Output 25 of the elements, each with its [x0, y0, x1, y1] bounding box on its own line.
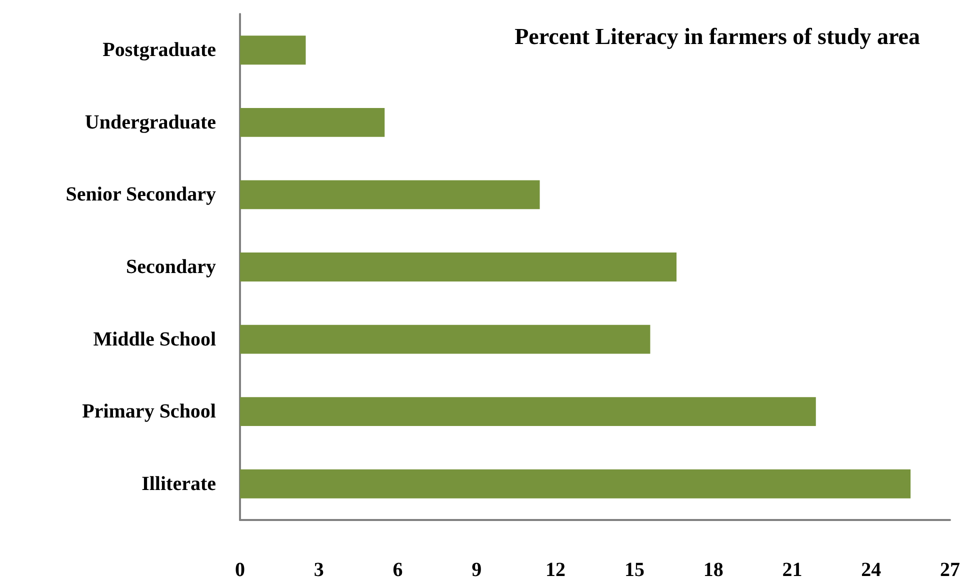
x-tick-label: 0 [235, 559, 245, 581]
x-tick-label: 9 [472, 559, 482, 581]
chart-title: Percent Literacy in farmers of study area [514, 24, 920, 49]
x-tick-label: 6 [392, 559, 403, 581]
y-tick-label: Undergraduate [84, 111, 216, 134]
bar [240, 469, 911, 498]
x-tick-label: 12 [546, 559, 566, 581]
bar [240, 108, 385, 137]
bar [240, 397, 816, 426]
x-tick-label: 18 [703, 559, 724, 581]
bar [240, 252, 677, 282]
bar [240, 36, 306, 65]
bar [240, 324, 650, 354]
x-tick-label: 24 [861, 559, 882, 581]
y-tick-label: Secondary [126, 256, 216, 278]
y-tick-label: Postgraduate [102, 39, 216, 62]
x-tick-label: 15 [624, 559, 644, 581]
bar [240, 180, 540, 210]
x-tick-label: 27 [940, 559, 960, 581]
y-tick-label: Middle School [93, 328, 216, 350]
x-tick-label: 21 [782, 559, 802, 581]
x-tick-label: 3 [314, 559, 324, 581]
y-tick-label: Primary School [82, 400, 216, 423]
y-tick-label: Senior Secondary [66, 184, 216, 206]
y-tick-label: Illiterate [142, 472, 216, 495]
